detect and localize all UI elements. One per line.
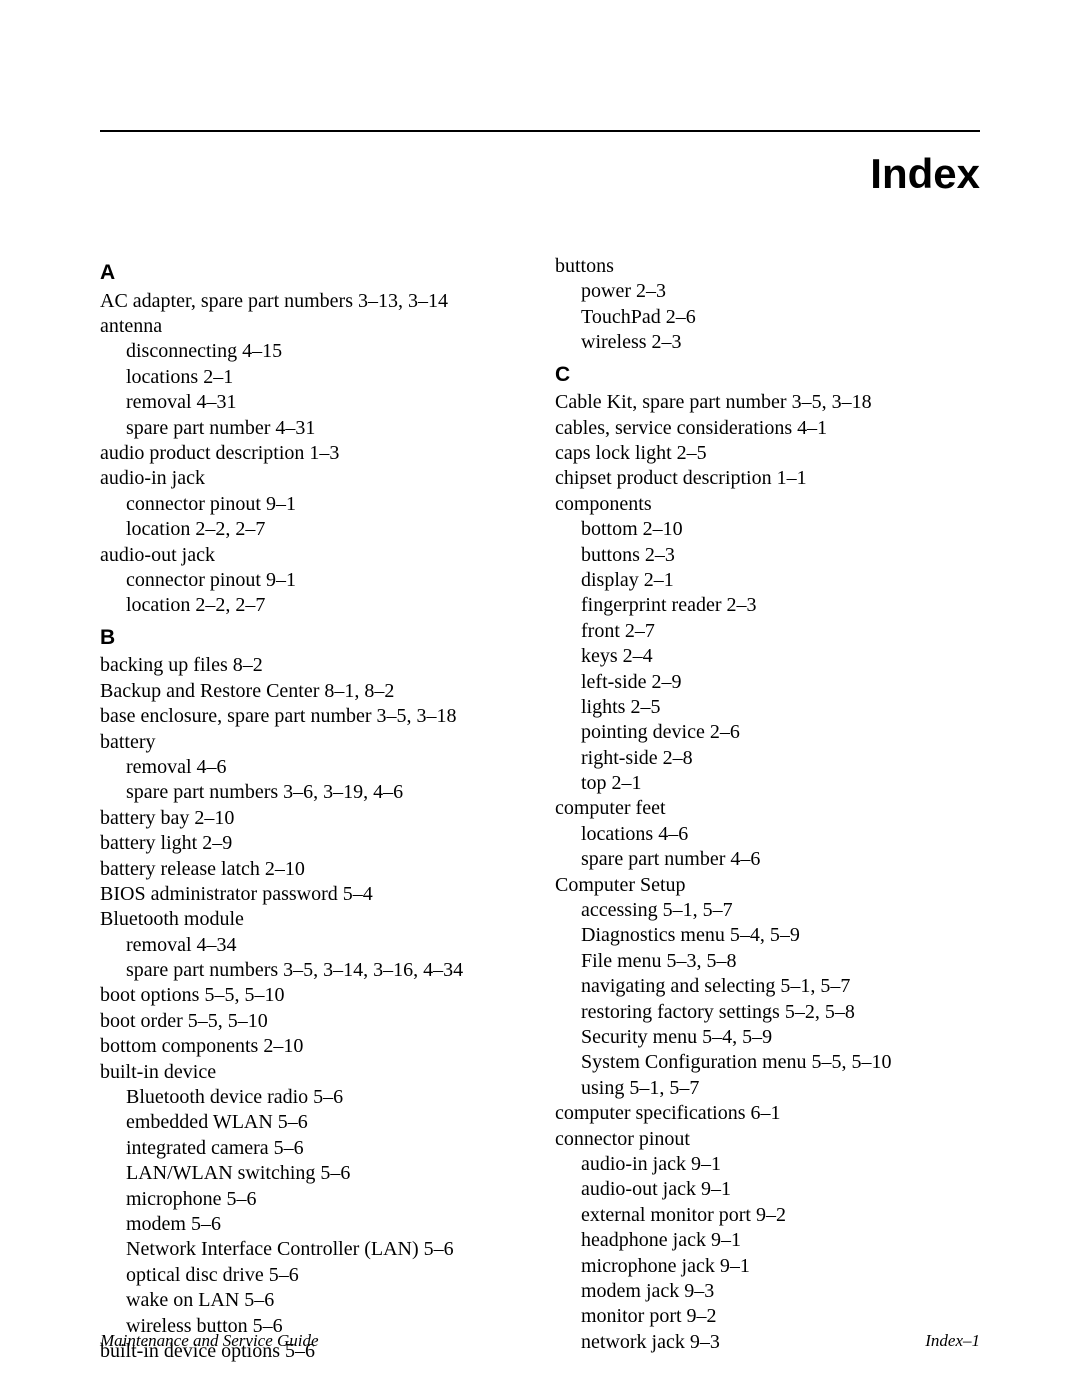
footer-left: Maintenance and Service Guide	[100, 1331, 319, 1351]
index-entry: Computer Setup	[555, 873, 980, 898]
index-entry: microphone jack 9–1	[555, 1254, 980, 1279]
index-entry: caps lock light 2–5	[555, 441, 980, 466]
index-entry: integrated camera 5–6	[100, 1136, 525, 1161]
index-entry: right-side 2–8	[555, 746, 980, 771]
index-entry: buttons	[555, 254, 980, 279]
index-entry: navigating and selecting 5–1, 5–7	[555, 974, 980, 999]
section-a-heading: A	[100, 260, 525, 287]
index-entry: backing up files 8–2	[100, 653, 525, 678]
index-entry: modem jack 9–3	[555, 1279, 980, 1304]
index-entry: Cable Kit, spare part number 3–5, 3–18	[555, 390, 980, 415]
section-buttons-continued: buttonspower 2–3TouchPad 2–6wireless 2–3	[555, 254, 980, 356]
index-entry: display 2–1	[555, 568, 980, 593]
index-entry: pointing device 2–6	[555, 720, 980, 745]
index-entry: locations 4–6	[555, 822, 980, 847]
index-entry: lights 2–5	[555, 695, 980, 720]
index-entry: location 2–2, 2–7	[100, 517, 525, 542]
index-entry: fingerprint reader 2–3	[555, 593, 980, 618]
index-entry: battery light 2–9	[100, 831, 525, 856]
index-entry: keys 2–4	[555, 644, 980, 669]
index-entry: audio-out jack 9–1	[555, 1177, 980, 1202]
index-entry: TouchPad 2–6	[555, 305, 980, 330]
index-entry: microphone 5–6	[100, 1187, 525, 1212]
index-entry: monitor port 9–2	[555, 1304, 980, 1329]
index-entry: wake on LAN 5–6	[100, 1288, 525, 1313]
top-rule	[100, 130, 980, 132]
right-column: buttonspower 2–3TouchPad 2–6wireless 2–3…	[555, 254, 980, 1364]
index-entry: connector pinout 9–1	[100, 568, 525, 593]
left-column: A AC adapter, spare part numbers 3–13, 3…	[100, 254, 525, 1364]
index-entry: wireless 2–3	[555, 330, 980, 355]
index-entry: base enclosure, spare part number 3–5, 3…	[100, 704, 525, 729]
index-entry: spare part numbers 3–6, 3–19, 4–6	[100, 780, 525, 805]
footer-right: Index–1	[925, 1331, 980, 1351]
index-entry: battery bay 2–10	[100, 806, 525, 831]
section-c-heading: C	[555, 362, 980, 389]
index-entry: power 2–3	[555, 279, 980, 304]
index-entry: left-side 2–9	[555, 670, 980, 695]
index-entry: front 2–7	[555, 619, 980, 644]
index-entry: battery release latch 2–10	[100, 857, 525, 882]
index-entry: Bluetooth module	[100, 907, 525, 932]
index-entry: removal 4–34	[100, 933, 525, 958]
section-c: Cable Kit, spare part number 3–5, 3–18ca…	[555, 390, 980, 1355]
index-entry: AC adapter, spare part numbers 3–13, 3–1…	[100, 289, 525, 314]
index-entry: audio-in jack	[100, 466, 525, 491]
section-a: AC adapter, spare part numbers 3–13, 3–1…	[100, 289, 525, 619]
section-b: backing up files 8–2Backup and Restore C…	[100, 653, 525, 1364]
index-entry: spare part number 4–6	[555, 847, 980, 872]
index-entry: battery	[100, 730, 525, 755]
index-entry: audio-out jack	[100, 543, 525, 568]
index-entry: File menu 5–3, 5–8	[555, 949, 980, 974]
section-b-heading: B	[100, 625, 525, 652]
index-entry: optical disc drive 5–6	[100, 1263, 525, 1288]
index-entry: connector pinout 9–1	[100, 492, 525, 517]
index-entry: embedded WLAN 5–6	[100, 1110, 525, 1135]
index-entry: spare part number 4–31	[100, 416, 525, 441]
index-entry: boot order 5–5, 5–10	[100, 1009, 525, 1034]
index-entry: antenna	[100, 314, 525, 339]
index-entry: System Configuration menu 5–5, 5–10	[555, 1050, 980, 1075]
index-entry: modem 5–6	[100, 1212, 525, 1237]
index-entry: boot options 5–5, 5–10	[100, 983, 525, 1008]
index-entry: buttons 2–3	[555, 543, 980, 568]
index-entry: headphone jack 9–1	[555, 1228, 980, 1253]
index-entry: spare part numbers 3–5, 3–14, 3–16, 4–34	[100, 958, 525, 983]
index-entry: chipset product description 1–1	[555, 466, 980, 491]
index-entry: connector pinout	[555, 1127, 980, 1152]
index-entry: LAN/WLAN switching 5–6	[100, 1161, 525, 1186]
index-entry: computer specifications 6–1	[555, 1101, 980, 1126]
page-title: Index	[100, 150, 980, 198]
index-entry: location 2–2, 2–7	[100, 593, 525, 618]
index-entry: accessing 5–1, 5–7	[555, 898, 980, 923]
index-entry: Bluetooth device radio 5–6	[100, 1085, 525, 1110]
index-entry: audio product description 1–3	[100, 441, 525, 466]
index-entry: Diagnostics menu 5–4, 5–9	[555, 923, 980, 948]
index-entry: using 5–1, 5–7	[555, 1076, 980, 1101]
index-entry: BIOS administrator password 5–4	[100, 882, 525, 907]
index-entry: Backup and Restore Center 8–1, 8–2	[100, 679, 525, 704]
index-entry: removal 4–31	[100, 390, 525, 415]
index-entry: Network Interface Controller (LAN) 5–6	[100, 1237, 525, 1262]
index-entry: Security menu 5–4, 5–9	[555, 1025, 980, 1050]
index-entry: cables, service considerations 4–1	[555, 416, 980, 441]
page-footer: Maintenance and Service Guide Index–1	[100, 1331, 980, 1351]
index-entry: restoring factory settings 5–2, 5–8	[555, 1000, 980, 1025]
index-entry: disconnecting 4–15	[100, 339, 525, 364]
index-entry: bottom 2–10	[555, 517, 980, 542]
index-entry: removal 4–6	[100, 755, 525, 780]
index-entry: top 2–1	[555, 771, 980, 796]
index-columns: A AC adapter, spare part numbers 3–13, 3…	[100, 254, 980, 1364]
index-entry: built-in device	[100, 1060, 525, 1085]
index-entry: audio-in jack 9–1	[555, 1152, 980, 1177]
index-entry: computer feet	[555, 796, 980, 821]
index-entry: locations 2–1	[100, 365, 525, 390]
index-entry: external monitor port 9–2	[555, 1203, 980, 1228]
index-entry: bottom components 2–10	[100, 1034, 525, 1059]
index-entry: components	[555, 492, 980, 517]
